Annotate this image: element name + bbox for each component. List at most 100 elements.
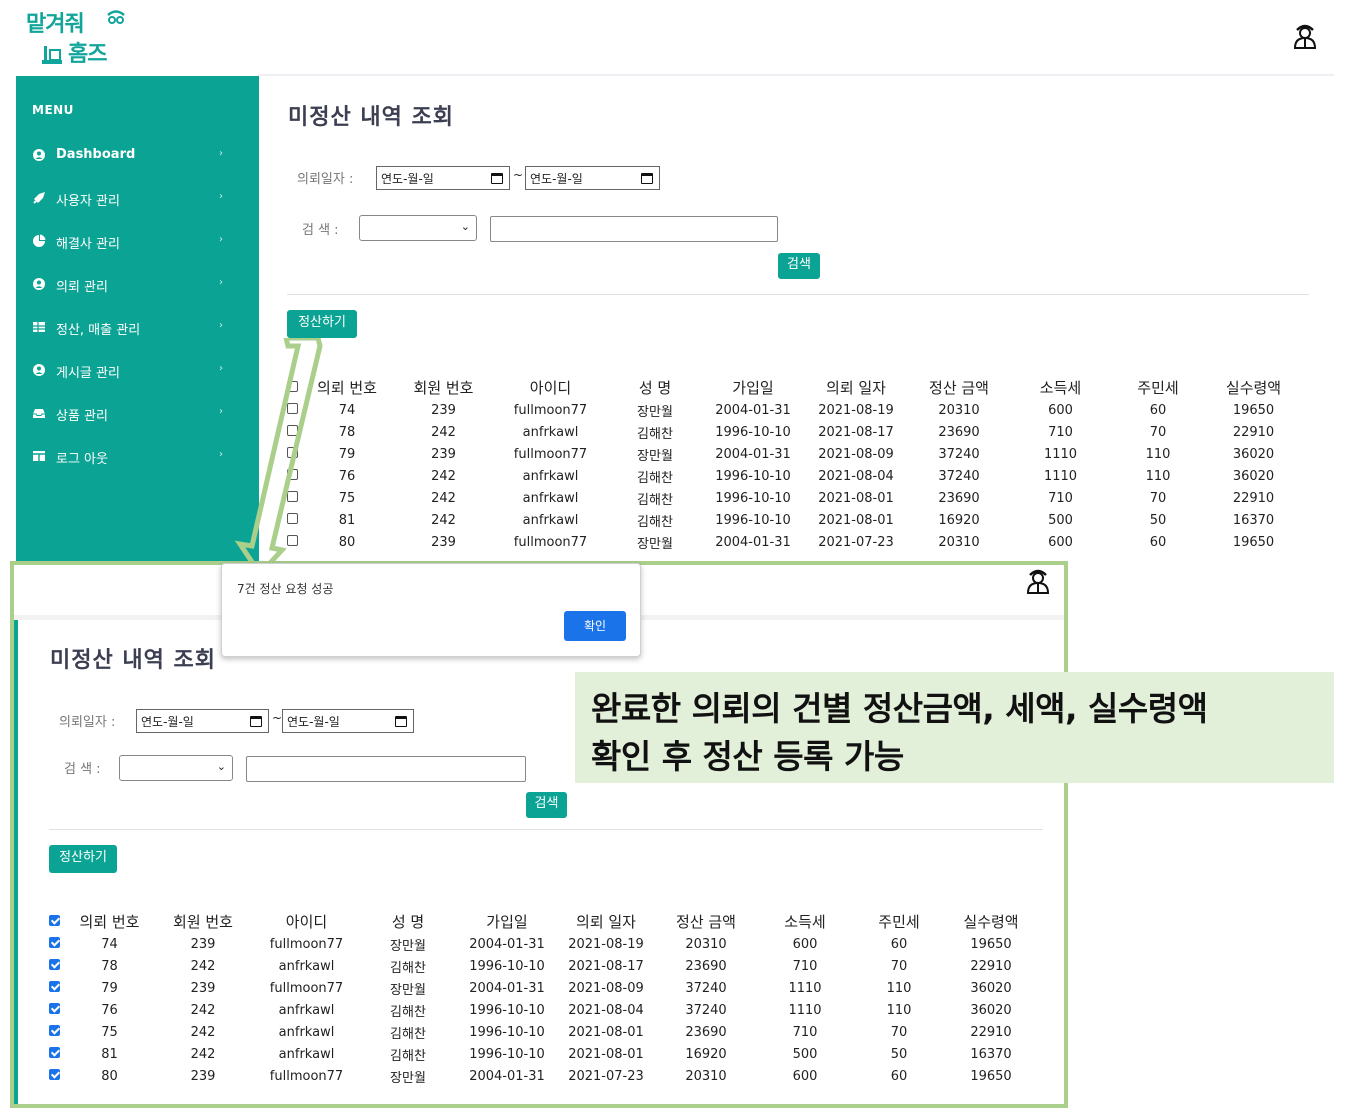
table-cell: 75 (338, 490, 356, 506)
settle-button[interactable]: 정산하기 (287, 310, 357, 338)
table-cell: 1110 (788, 1002, 822, 1018)
search-input[interactable] (246, 756, 526, 782)
date-from-input[interactable]: 연도-월-일 (376, 166, 510, 190)
table-cell: 50 (890, 1046, 908, 1062)
chevron-right-icon: › (219, 148, 223, 159)
table-cell: 710 (1048, 424, 1073, 440)
date-to-input[interactable]: 연도-월-일 (282, 709, 414, 733)
calendar-icon[interactable] (491, 173, 503, 184)
table-row[interactable]: 79 239 fullmoon77 장만월 2004-01-31 2021-08-09 37… (287, 443, 1309, 465)
table-row[interactable]: 78 242 anfrkawl 김해찬 1996-10-10 2021-08-17 2369… (49, 955, 1043, 977)
sidebar-item-settlement[interactable]: 정산, 매출 관리 › (16, 312, 259, 342)
table-cell: 710 (792, 1024, 818, 1040)
logo-text-line2: 홈즈 (68, 42, 107, 67)
settle-button[interactable]: 정산하기 (49, 845, 117, 873)
house-icon (42, 46, 62, 64)
table-cell: 20310 (685, 936, 727, 952)
user-circle-icon (33, 278, 45, 290)
table-row[interactable]: 81 242 anfrkawl 김해찬 1996-10-10 2021-08-01 1692… (49, 1043, 1043, 1065)
date-to-input[interactable]: 연도-월-일 (525, 166, 660, 190)
row-checkbox[interactable] (49, 1068, 60, 1080)
sidebar-item-dashboard[interactable]: Dashboard › (16, 140, 259, 170)
row-checkbox[interactable] (49, 1046, 60, 1058)
table-row[interactable]: 76 242 anfrkawl 김해찬 1996-10-10 2021-08-04 3724… (49, 999, 1043, 1021)
arrow-connector (234, 338, 323, 578)
logo-text-line1: 맡겨줘 (26, 12, 85, 37)
search-type-select[interactable]: ⌄ (119, 755, 233, 781)
search-input[interactable] (490, 216, 778, 242)
search-button[interactable]: 검색 (778, 253, 820, 279)
table-row[interactable]: 74 239 fullmoon77 장만월 2004-01-31 2021-08-19 20… (287, 399, 1309, 421)
sidebar-item-products[interactable]: 상품 관리 › (16, 398, 259, 428)
table-cell: 2021-08-01 (568, 1024, 644, 1040)
sidebar-item-logout[interactable]: 로그 아웃 › (16, 441, 259, 471)
table-cell: 76 (101, 1002, 118, 1018)
sidebar-item-posts[interactable]: 게시글 관리 › (16, 355, 259, 385)
divider (49, 829, 1043, 830)
row-checkbox[interactable] (287, 534, 298, 546)
table-cell: 2021-08-17 (568, 958, 644, 974)
table-cell: 600 (792, 1068, 818, 1084)
table-cell: 242 (190, 1002, 216, 1018)
table-cell: 242 (190, 1024, 216, 1040)
detective-avatar-icon[interactable] (1290, 22, 1320, 52)
table-row[interactable]: 78 242 anfrkawl 김해찬 1996-10-10 2021-08-17 2369… (287, 421, 1309, 443)
col-header: 실수령액 (1225, 378, 1282, 397)
table-cell: 242 (431, 424, 456, 440)
table-row[interactable]: 74 239 fullmoon77 장만월 2004-01-31 2021-08-19 20… (49, 933, 1043, 955)
table-cell: fullmoon77 (269, 980, 344, 996)
select-all-checkbox[interactable] (49, 915, 60, 926)
columns-icon (33, 451, 45, 461)
user-circle-icon (33, 364, 45, 376)
calendar-icon[interactable] (641, 173, 653, 184)
date-placeholder: 연도-월-일 (530, 172, 583, 186)
sidebar-item-users[interactable]: 사용자 관리 › (16, 183, 259, 213)
search-type-select[interactable]: ⌄ (359, 215, 477, 241)
date-placeholder: 연도-월-일 (141, 715, 194, 729)
sidebar-item-label: Dashboard (56, 147, 136, 162)
table-cell: 1996-10-10 (469, 1046, 545, 1062)
calendar-icon[interactable] (250, 716, 262, 727)
row-checkbox[interactable] (287, 490, 298, 502)
col-header: 정산 금액 (676, 912, 736, 931)
chevron-right-icon: › (219, 363, 223, 374)
table-cell: 110 (886, 980, 912, 996)
table-row[interactable]: 80 239 fullmoon77 장만월 2004-01-31 2021-07-23 20… (49, 1065, 1043, 1087)
table-cell: 600 (1048, 534, 1073, 550)
detective-avatar-icon[interactable] (1023, 567, 1053, 597)
row-checkbox[interactable] (49, 958, 60, 970)
col-header: 의뢰 번호 (317, 378, 377, 397)
table-row[interactable]: 75 242 anfrkawl 김해찬 1996-10-10 2021-08-01 2369… (49, 1021, 1043, 1043)
table-cell: 70 (1149, 490, 1167, 506)
search-button[interactable]: 검색 (526, 792, 567, 818)
calendar-icon[interactable] (395, 716, 407, 727)
table-cell: 장만월 (390, 938, 426, 954)
table-cell: 2021-08-19 (568, 936, 644, 952)
col-header: 성 명 (391, 912, 425, 931)
row-checkbox[interactable] (287, 402, 298, 414)
table-row[interactable]: 80 239 fullmoon77 장만월 2004-01-31 2021-07-23 20… (287, 531, 1309, 553)
table-row[interactable]: 81 242 anfrkawl 김해찬 1996-10-10 2021-08-01 1692… (287, 509, 1309, 531)
date-from-input[interactable]: 연도-월-일 (136, 709, 269, 733)
row-checkbox[interactable] (49, 980, 60, 992)
row-checkbox[interactable] (49, 936, 60, 948)
logo[interactable]: 맡겨줘 홈즈 (26, 6, 136, 67)
table-row[interactable]: 76 242 anfrkawl 김해찬 1996-10-10 2021-08-04 3724… (287, 465, 1309, 487)
row-checkbox[interactable] (287, 512, 298, 524)
table-cell: 37240 (685, 980, 727, 996)
table-row[interactable]: 79 239 fullmoon77 장만월 2004-01-31 2021-08-09 37… (49, 977, 1043, 999)
table-cell: fullmoon77 (513, 402, 588, 418)
table-cell: 242 (431, 512, 456, 528)
row-checkbox[interactable] (49, 1024, 60, 1036)
page-title: 미정산 내역 조회 (288, 105, 454, 130)
ok-button[interactable]: 확인 (564, 611, 626, 641)
table-cell: 1996-10-10 (469, 958, 545, 974)
table-cell: 1996-10-10 (715, 512, 791, 528)
table-cell: 장만월 (637, 536, 673, 552)
sidebar-item-requests[interactable]: 의뢰 관리 › (16, 269, 259, 299)
sidebar-item-solvers[interactable]: 해결사 관리 › (16, 226, 259, 256)
table-cell: anfrkawl (278, 958, 335, 974)
row-checkbox[interactable] (49, 1002, 60, 1014)
table-cell: 239 (431, 534, 456, 550)
table-row[interactable]: 75 242 anfrkawl 김해찬 1996-10-10 2021-08-01 2369… (287, 487, 1309, 509)
